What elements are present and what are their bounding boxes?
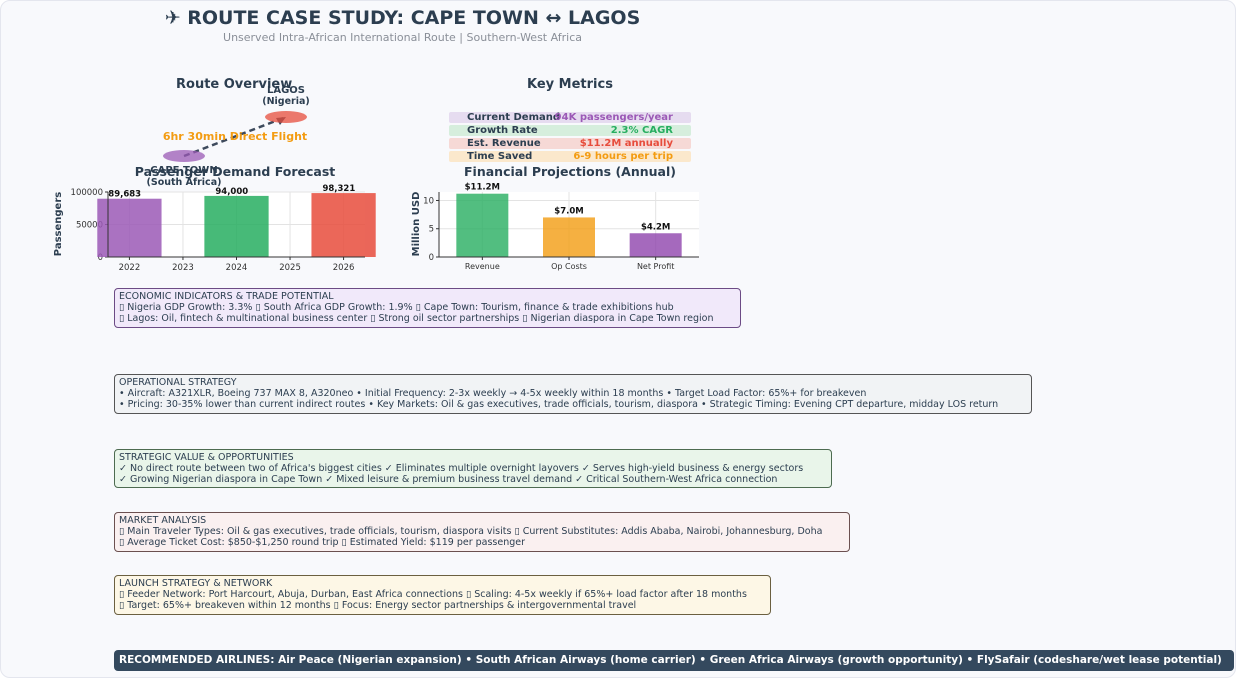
x-tick-label: Net Profit xyxy=(637,262,674,271)
launch-strategy-box: LAUNCH STRATEGY & NETWORK ▯ Feeder Netwo… xyxy=(114,575,771,615)
lagos-country-label: (Nigeria) xyxy=(262,96,310,107)
bar-value-label: 94,000 xyxy=(215,187,248,197)
cape-town-label: CAPE TOWN xyxy=(150,165,217,176)
box-heading: MARKET ANALYSIS xyxy=(119,515,207,526)
metric-value: 94K passengers/year xyxy=(554,112,673,123)
page-title: ✈ ROUTE CASE STUDY: CAPE TOWN ↔ LAGOS xyxy=(164,7,641,29)
flight-duration-label: 6hr 30min Direct Flight xyxy=(163,130,307,143)
route-overview-title: Route Overview xyxy=(176,77,293,92)
lagos-label: LAGOS xyxy=(267,85,305,96)
box-heading: OPERATIONAL STRATEGY xyxy=(119,377,237,388)
bar-2024 xyxy=(204,195,269,257)
key-metrics-title: Key Metrics xyxy=(527,77,613,92)
bar-2022 xyxy=(97,198,162,257)
y-axis-label: Million USD xyxy=(411,192,422,257)
y-axis-label: Passengers xyxy=(53,192,64,256)
metric-est-revenue: Est. Revenue $11.2M annually xyxy=(449,138,691,149)
y-tick-label: 10 xyxy=(423,196,434,206)
metric-current-demand: Current Demand 94K passengers/year xyxy=(449,112,691,123)
economic-indicators-box: ECONOMIC INDICATORS & TRADE POTENTIAL ▯ … xyxy=(114,288,741,328)
x-tick-label: 2022 xyxy=(119,263,141,273)
operational-strategy-box: OPERATIONAL STRATEGY • Aircraft: A321XLR… xyxy=(114,374,1032,414)
metric-label: Est. Revenue xyxy=(467,138,541,149)
x-tick-label: 2023 xyxy=(172,263,194,273)
route-line xyxy=(183,115,287,158)
bar-net-profit xyxy=(629,233,682,257)
box-heading: LAUNCH STRATEGY & NETWORK xyxy=(119,578,273,589)
y-tick-label: 0 xyxy=(98,253,103,263)
lagos-node xyxy=(265,111,307,123)
page-subtitle: Unserved Intra-African International Rou… xyxy=(223,31,582,44)
x-tick-label: Op Costs xyxy=(551,262,587,271)
cape-town-country-label: (South Africa) xyxy=(147,177,222,188)
cape-town-node xyxy=(163,150,205,162)
bar-revenue xyxy=(456,193,509,257)
box-line: ▯ Feeder Network: Port Harcourt, Abuja, … xyxy=(119,589,747,600)
bar-value-label: $7.0M xyxy=(554,206,583,216)
x-tick-label: 2024 xyxy=(226,263,248,273)
metric-value: 2.3% CAGR xyxy=(610,125,673,136)
box-heading: ECONOMIC INDICATORS & TRADE POTENTIAL xyxy=(119,291,334,302)
box-line: ✓ No direct route between two of Africa'… xyxy=(119,463,804,474)
metric-time-saved: Time Saved 6-9 hours per trip xyxy=(449,151,691,162)
metric-value: $11.2M annually xyxy=(579,138,673,149)
x-tick-label: 2026 xyxy=(333,263,355,273)
x-tick-label: 2025 xyxy=(279,263,301,273)
chart-title: Passenger Demand Forecast xyxy=(135,164,336,179)
box-line: ▯ Target: 65%+ breakeven within 12 month… xyxy=(119,600,637,611)
box-line: • Aircraft: A321XLR, Boeing 737 MAX 8, A… xyxy=(119,388,867,399)
bar-op-costs xyxy=(543,217,595,257)
bar-value-label: $4.2M xyxy=(641,222,670,232)
box-line: ▯ Average Ticket Cost: $850-$1,250 round… xyxy=(119,537,526,548)
metric-value: 6-9 hours per trip xyxy=(573,151,673,162)
passenger-demand-chart: Passenger Demand Forecast Passengers 0 50… xyxy=(53,164,376,273)
y-tick-label: 100000 xyxy=(71,188,103,198)
metric-label: Growth Rate xyxy=(467,125,538,136)
bar-value-label: $11.2M xyxy=(465,183,500,193)
y-tick-label: 5 xyxy=(429,225,434,235)
box-line: ▯ Nigeria GDP Growth: 3.3% ▯ South Afric… xyxy=(119,302,674,313)
box-line: • Pricing: 30-35% lower than current ind… xyxy=(119,399,999,410)
bar-value-label: 98,321 xyxy=(322,184,355,194)
box-heading: STRATEGIC VALUE & OPPORTUNITIES xyxy=(119,452,294,463)
strategic-value-box: STRATEGIC VALUE & OPPORTUNITIES ✓ No dir… xyxy=(114,449,832,488)
box-line: ▯ Main Traveler Types: Oil & gas executi… xyxy=(119,526,823,537)
x-tick-label: Revenue xyxy=(465,262,500,271)
y-tick-label: 50000 xyxy=(76,221,103,231)
y-tick-label: 0 xyxy=(429,253,434,263)
metric-label: Current Demand xyxy=(467,112,561,123)
metric-growth-rate: Growth Rate 2.3% CAGR xyxy=(449,125,691,136)
chart-title: Financial Projections (Annual) xyxy=(464,164,676,179)
financial-projections-chart: Financial Projections (Annual) Million U… xyxy=(411,164,699,271)
market-analysis-box: MARKET ANALYSIS ▯ Main Traveler Types: O… xyxy=(114,512,850,552)
bar-value-label: 89,683 xyxy=(108,190,141,200)
recommended-airlines-banner: RECOMMENDED AIRLINES: Air Peace (Nigeria… xyxy=(114,650,1234,671)
route-map: LAGOS (Nigeria) 6hr 30min Direct Flight … xyxy=(147,85,310,188)
box-line: ▯ Lagos: Oil, fintech & multinational bu… xyxy=(119,313,714,324)
box-line: ✓ Growing Nigerian diaspora in Cape Town… xyxy=(119,474,778,485)
metric-label: Time Saved xyxy=(467,151,533,162)
bar-2026 xyxy=(311,193,376,257)
